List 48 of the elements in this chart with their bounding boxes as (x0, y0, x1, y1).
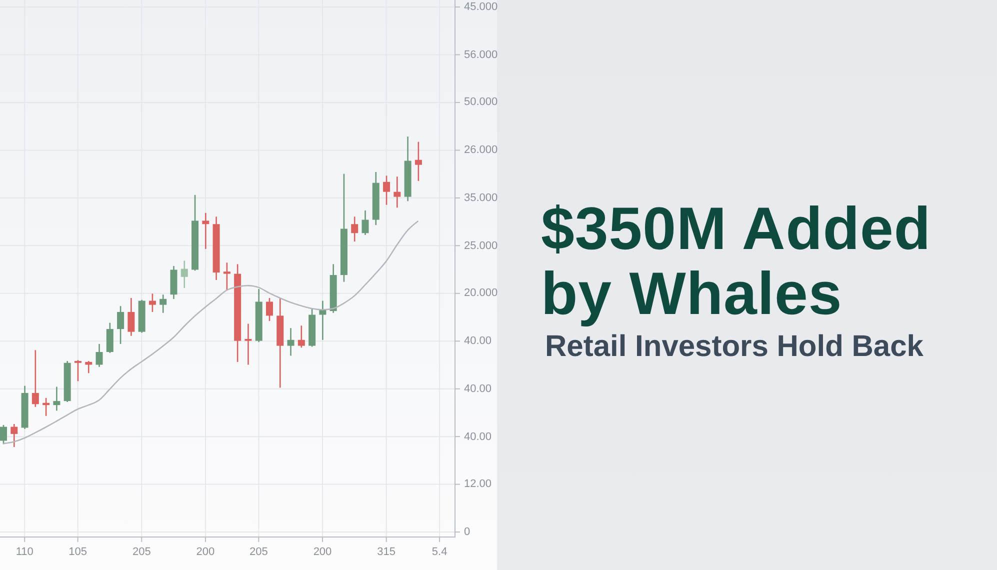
candlestick (244, 323, 252, 366)
text: 12.00 (464, 477, 492, 492)
candlestick (84, 360, 92, 374)
candlestick (0, 424, 6, 445)
candlestick (286, 327, 294, 356)
text: 20.000 (464, 286, 498, 300)
text: 0 (464, 525, 470, 540)
candlestick (202, 212, 209, 250)
x-tick-label: 105 (68, 546, 86, 558)
candlestick (180, 260, 188, 289)
text: Retail Investors Hold Back (545, 329, 924, 365)
x-tick-label: 200 (196, 546, 214, 558)
text: 56.000 (464, 48, 498, 62)
text: 40.00 (464, 382, 492, 396)
candlestick (95, 343, 102, 368)
candlestick (265, 297, 272, 322)
candlestick (361, 210, 368, 236)
candlestick (350, 216, 358, 242)
candlestick (106, 322, 113, 354)
candlestick (159, 294, 166, 314)
text: 25.000 (464, 238, 498, 253)
text: 50.000 (464, 95, 498, 110)
candlestick (393, 176, 400, 208)
candlestick (414, 141, 422, 182)
x-tick-label: 5.4 (431, 546, 447, 558)
text: 45.000 (464, 0, 498, 14)
candlestick (116, 305, 124, 345)
candlestick (148, 292, 156, 313)
x-tick-label: 315 (376, 546, 396, 558)
candlestick (31, 349, 38, 408)
text: 40.00 (464, 334, 492, 348)
text: 35.000 (464, 190, 498, 205)
candlestick (52, 386, 60, 412)
candlestick (74, 359, 81, 382)
candlestick (382, 175, 390, 206)
x-tick-label: 110 (15, 546, 33, 558)
candlestick (297, 324, 304, 348)
candlestick (127, 297, 134, 337)
text: 40.00 (464, 430, 492, 444)
x-tick-label: 205 (132, 546, 150, 558)
text: $350M Added by Whales (541, 195, 932, 327)
candlestick (318, 300, 326, 341)
x-tick-label: 205 (248, 546, 268, 558)
text: 26.000 (464, 143, 498, 158)
candlestick (222, 262, 230, 291)
candlestick (42, 397, 50, 417)
candlestick (10, 423, 18, 448)
x-tick-label: 200 (312, 546, 332, 558)
